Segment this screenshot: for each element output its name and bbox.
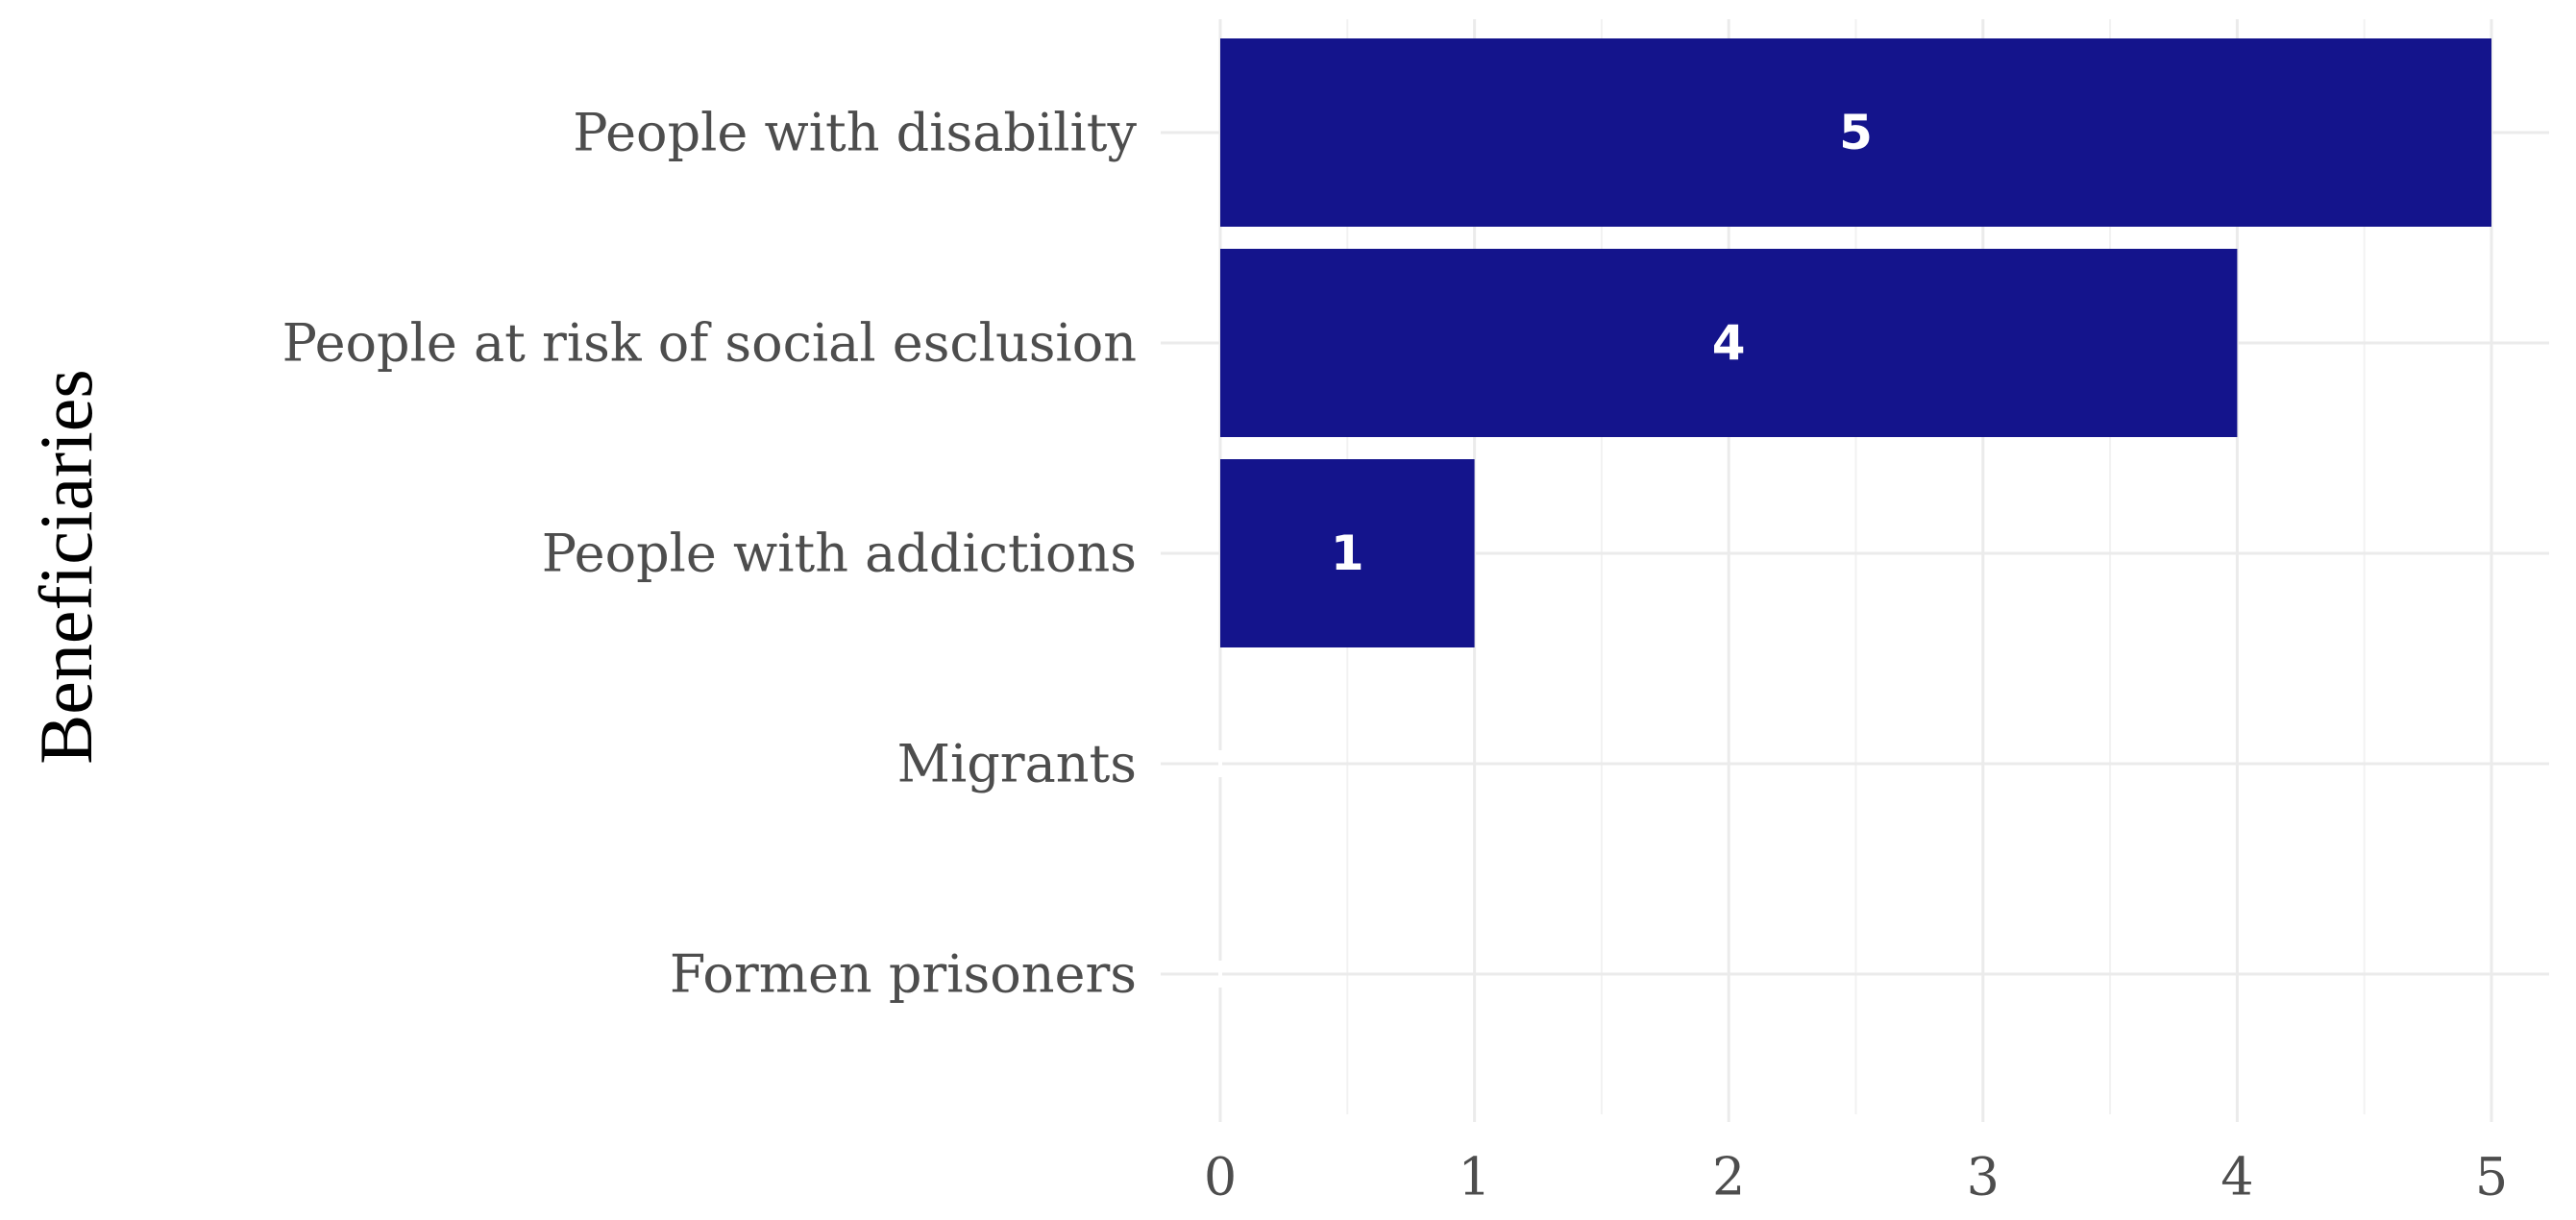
bar bbox=[1218, 750, 1222, 777]
x-tick-label: 3 bbox=[1967, 1147, 1999, 1208]
category-label: People with addictions bbox=[542, 524, 1137, 584]
bar-value-label: 1 bbox=[1331, 525, 1364, 581]
bars bbox=[1218, 38, 2491, 988]
category-label: Migrants bbox=[897, 734, 1137, 794]
category-label: People with disability bbox=[573, 103, 1137, 163]
category-label: Formen prisoners bbox=[670, 944, 1137, 1005]
x-tick-label: 4 bbox=[2220, 1147, 2253, 1208]
bar-value-label: 5 bbox=[1839, 105, 1873, 160]
x-tick-label: 2 bbox=[1712, 1147, 1745, 1208]
bar bbox=[1220, 459, 1475, 647]
x-tick-label: 1 bbox=[1458, 1147, 1490, 1208]
category-label: People at risk of social esclusion bbox=[282, 313, 1137, 374]
y-axis-title: Beneficiaries bbox=[24, 369, 108, 764]
bar bbox=[1220, 249, 2238, 437]
x-tick-label: 5 bbox=[2475, 1147, 2508, 1208]
bar-value-label: 4 bbox=[1712, 315, 1746, 371]
bar bbox=[1220, 38, 2491, 227]
labels: 5 People with disability 4 People at risk o… bbox=[282, 103, 2509, 1208]
x-tick-label: 0 bbox=[1204, 1147, 1237, 1208]
bar bbox=[1218, 961, 1222, 988]
